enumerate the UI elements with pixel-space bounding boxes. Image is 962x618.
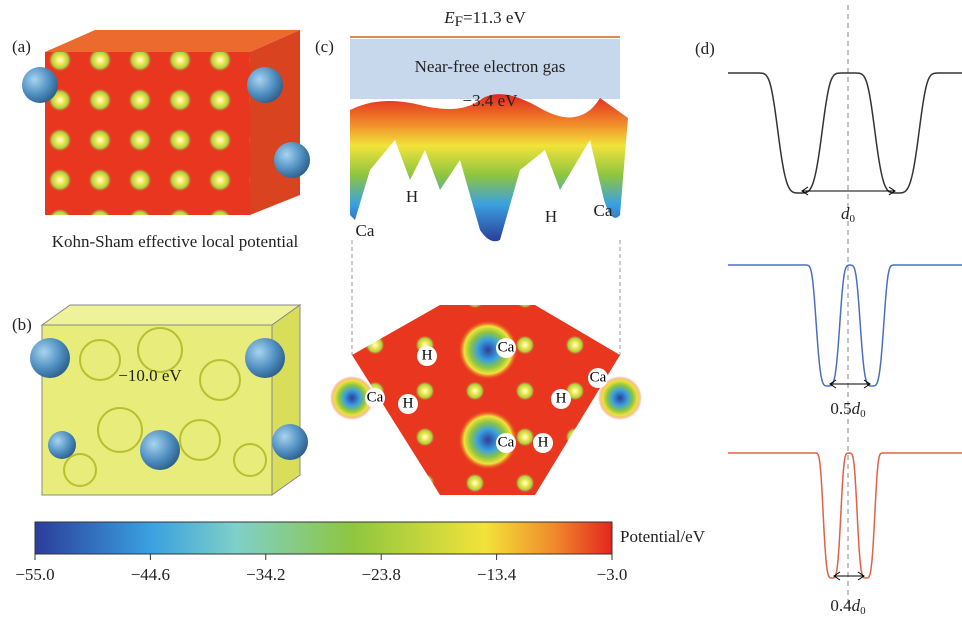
label-sub: 0 (860, 605, 866, 617)
atom-label: Ca (590, 369, 607, 385)
colorbar-tick-label: −55.0 (15, 565, 54, 584)
potential-curve (728, 453, 962, 578)
colorbar-tick-label: −13.4 (477, 565, 517, 584)
atom-label: H (545, 207, 557, 226)
fermi-var: E (443, 8, 455, 27)
colorbar-tick-label: −34.2 (246, 565, 285, 584)
distance-label: 0.5d0 (830, 399, 866, 420)
atom-label: H (538, 434, 549, 450)
caption: Kohn-Sham effective local potential (52, 232, 299, 251)
atom-label: Ca (594, 201, 613, 220)
potential-curve (728, 265, 962, 386)
atom-label: Ca (367, 389, 384, 405)
level-label: −3.4 eV (463, 91, 519, 110)
atom-label: Ca (498, 434, 515, 450)
gas-label: Near-free electron gas (415, 57, 566, 76)
panel-label: (c) (315, 37, 334, 56)
atom-label: H (422, 347, 433, 363)
panel-label: (b) (12, 315, 32, 334)
colorbar-title: Potential/eV (620, 527, 706, 546)
distance-label: d0 (841, 204, 856, 225)
distance-label: 0.4d0 (830, 596, 866, 617)
panel-label: (a) (12, 37, 31, 56)
figure: (a) (b) (c) (d) Kohn-Sham effective loca… (0, 0, 962, 618)
fermi-text: =11.3 eV (463, 8, 527, 27)
colorbar-tick-label: −44.6 (131, 565, 170, 584)
panel-b-isosurface (30, 305, 308, 495)
label-sub: 0 (850, 213, 856, 225)
atom-label: H (403, 395, 414, 411)
fermi-level: EF=11.3 eV (443, 8, 526, 31)
panel-a-cube (22, 30, 310, 215)
atom-label: Ca (356, 221, 375, 240)
label-coef: 0.5 (830, 399, 851, 418)
isovalue: −10.0 eV (118, 366, 182, 385)
atom-label: H (406, 187, 418, 206)
colorbar-tick-label: −3.0 (597, 565, 628, 584)
panel-label: (d) (695, 39, 715, 58)
label-coef: 0.4 (830, 596, 852, 615)
atom-label: H (556, 390, 567, 406)
label-sub: 0 (860, 408, 866, 420)
colorbar-tick-label: −23.8 (362, 565, 401, 584)
fermi-sub: F (455, 14, 463, 30)
colorbar (35, 522, 612, 554)
potential-curve (728, 73, 962, 193)
atom-label: Ca (498, 339, 515, 355)
